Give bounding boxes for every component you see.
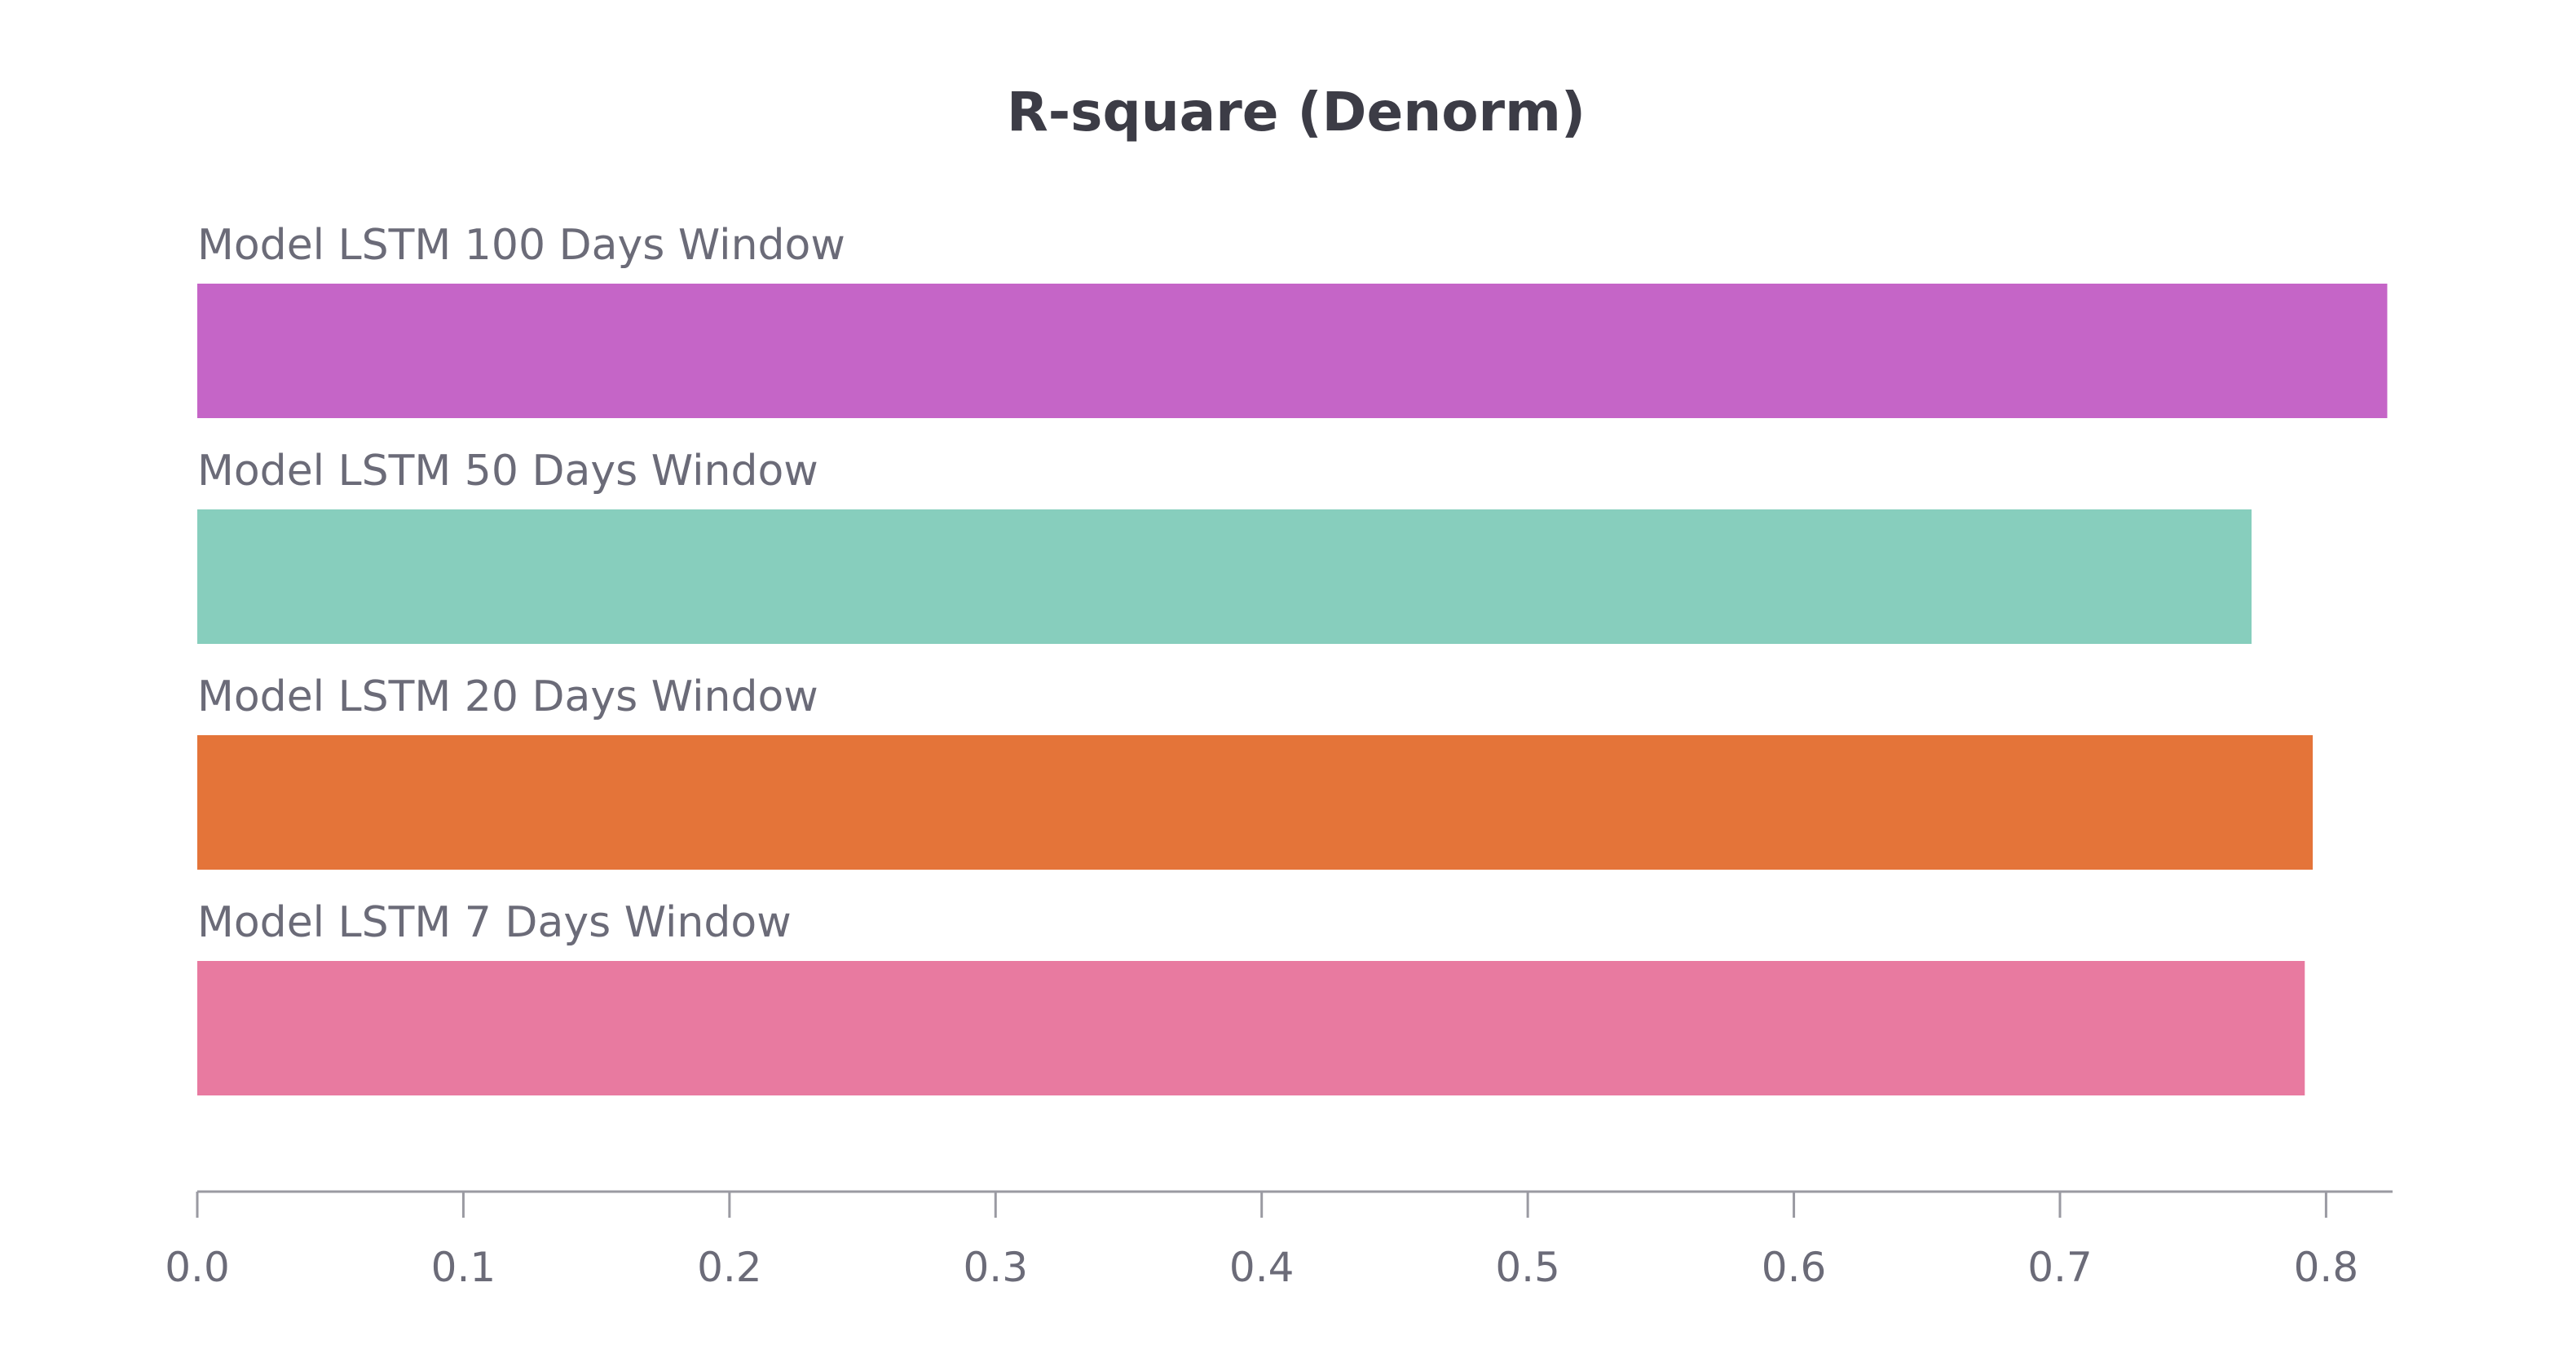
chart-title: R-square (Denorm) bbox=[1007, 81, 1586, 143]
x-tick-label: 0.7 bbox=[2027, 1244, 2093, 1291]
bar-label: Model LSTM 100 Days Window bbox=[197, 221, 845, 270]
bar bbox=[197, 284, 2388, 418]
x-tick-label: 0.0 bbox=[165, 1244, 230, 1291]
bar bbox=[197, 961, 2305, 1095]
x-tick-label: 0.2 bbox=[697, 1244, 762, 1291]
bar-label: Model LSTM 7 Days Window bbox=[197, 898, 792, 947]
x-tick-label: 0.5 bbox=[1495, 1244, 1560, 1291]
x-axis: 0.0 0.1 0.2 0.3 0.4 0.5 0.6 0.7 0.8 bbox=[165, 1190, 2393, 1291]
bar bbox=[197, 509, 2252, 644]
x-tick-label: 0.4 bbox=[1229, 1244, 1295, 1291]
x-tick-label: 0.3 bbox=[964, 1244, 1029, 1291]
bars-group: Model LSTM 100 Days Window Model LSTM 50 … bbox=[197, 221, 2388, 1095]
bar-label: Model LSTM 50 Days Window bbox=[197, 447, 818, 496]
bar-label: Model LSTM 20 Days Window bbox=[197, 672, 818, 721]
x-tick-label: 0.6 bbox=[1762, 1244, 1827, 1291]
bar bbox=[197, 735, 2314, 870]
x-tick-label: 0.1 bbox=[431, 1244, 496, 1291]
x-tick-label: 0.8 bbox=[2294, 1244, 2359, 1291]
